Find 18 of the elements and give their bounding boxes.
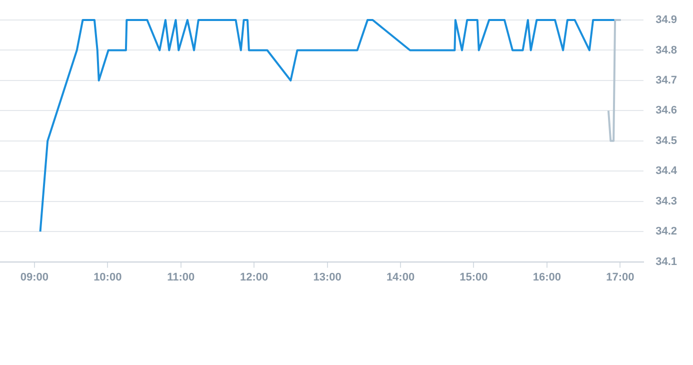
y-tick-label: 34.1: [656, 256, 678, 268]
x-tick-label: 12:00: [240, 271, 268, 284]
y-tick-label: 34.5: [656, 134, 678, 147]
x-tick-label: 17:00: [606, 271, 634, 284]
y-tick-label: 34.3: [656, 195, 678, 208]
y-tick-label: 34.9: [656, 14, 678, 26]
y-tick-label: 34.4: [656, 165, 678, 178]
y-tick-label: 34.7: [656, 74, 678, 86]
x-tick-label: 13:00: [313, 271, 342, 284]
x-tick-label: 11:00: [167, 271, 195, 284]
y-tick-label: 34.8: [656, 44, 678, 56]
x-tick-label: 16:00: [532, 271, 562, 284]
y-tick-label: 34.2: [656, 226, 678, 238]
y-tick-label: 34.6: [656, 104, 678, 117]
x-tick-label: 09:00: [20, 271, 48, 284]
x-tick-label: 10:00: [94, 271, 122, 284]
x-tick-label: 15:00: [460, 271, 488, 284]
x-tick-label: 14:00: [386, 271, 415, 284]
